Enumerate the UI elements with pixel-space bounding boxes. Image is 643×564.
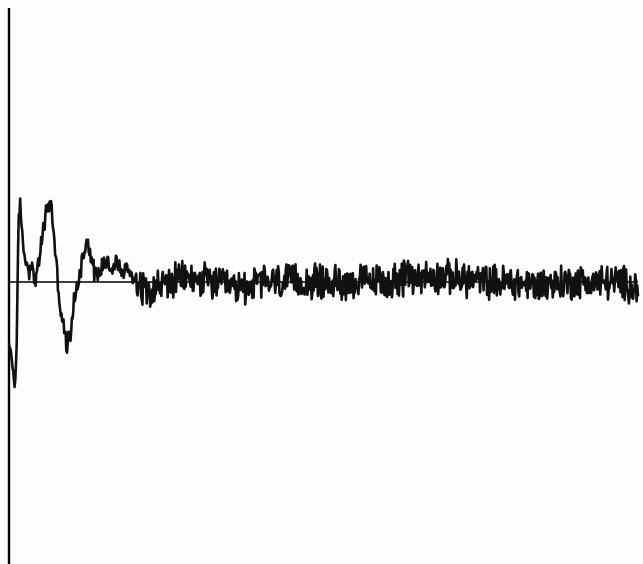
signal-series-line xyxy=(7,197,640,389)
series-layer xyxy=(7,197,640,389)
